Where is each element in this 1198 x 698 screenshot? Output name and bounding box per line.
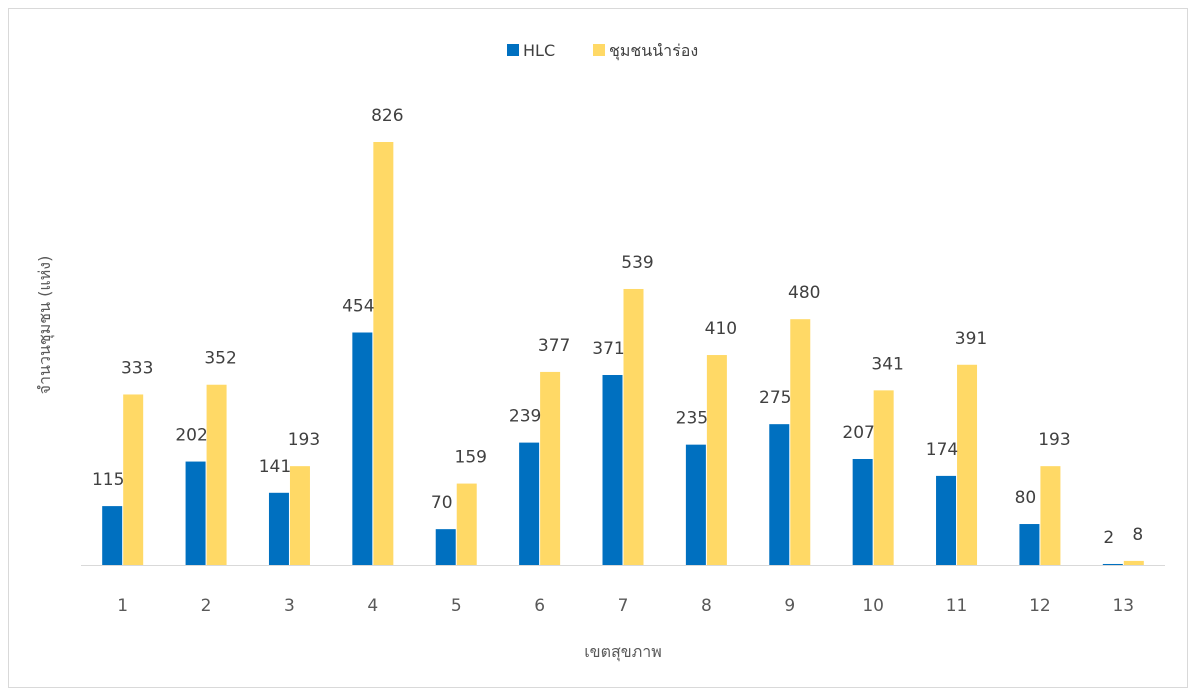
data-label-pilot-6: 377 xyxy=(538,336,570,356)
bar-hlc-6 xyxy=(519,443,539,565)
legend-swatch-hlc xyxy=(507,44,519,56)
x-tick-label-3: 3 xyxy=(284,596,295,616)
bar-hlc-12 xyxy=(1019,524,1039,565)
x-axis-title: เขตสุขภาพ xyxy=(584,642,662,662)
bar-pilot-2 xyxy=(207,385,227,565)
bar-hlc-11 xyxy=(936,476,956,565)
data-label-hlc-1: 115 xyxy=(92,470,124,490)
x-tick-label-12: 12 xyxy=(1029,596,1051,616)
bar-hlc-13 xyxy=(1103,564,1123,565)
data-label-pilot-5: 159 xyxy=(455,448,487,468)
bar-pilot-8 xyxy=(707,355,727,565)
data-label-hlc-4: 454 xyxy=(342,297,374,317)
bar-hlc-10 xyxy=(853,459,873,565)
data-label-pilot-8: 410 xyxy=(705,319,737,339)
legend: HLC ชุมชนนำร่อง xyxy=(507,41,698,61)
bar-pilot-4 xyxy=(373,142,393,565)
bar-pilot-9 xyxy=(790,319,810,565)
bar-pilot-3 xyxy=(290,466,310,565)
x-tick-label-6: 6 xyxy=(534,596,545,616)
bar-pilot-6 xyxy=(540,372,560,565)
data-label-hlc-8: 235 xyxy=(676,409,708,429)
data-label-pilot-2: 352 xyxy=(204,349,236,369)
bar-hlc-1 xyxy=(102,506,122,565)
data-label-hlc-12: 80 xyxy=(1015,488,1037,508)
legend-swatch-pilot xyxy=(593,44,605,56)
bar-hlc-9 xyxy=(769,424,789,565)
data-label-pilot-7: 539 xyxy=(621,253,653,273)
x-tick-label-10: 10 xyxy=(862,596,884,616)
data-label-hlc-9: 275 xyxy=(759,388,791,408)
bar-hlc-7 xyxy=(603,375,623,565)
legend-label-pilot: ชุมชนนำร่อง xyxy=(609,41,698,61)
x-tick-labels: 1 2 3 4 5 6 7 8 9 10 11 12 13 xyxy=(117,596,1134,616)
y-axis-title: จำนวนชุมชน (แห่ง) xyxy=(35,256,55,395)
x-tick-label-8: 8 xyxy=(701,596,712,616)
x-tick-label-13: 13 xyxy=(1112,596,1134,616)
data-label-hlc-7: 371 xyxy=(592,339,624,359)
data-label-hlc-10: 207 xyxy=(842,423,874,443)
x-tick-label-5: 5 xyxy=(451,596,462,616)
data-label-hlc-11: 174 xyxy=(926,440,958,460)
bar-hlc-2 xyxy=(186,462,206,565)
legend-label-hlc: HLC xyxy=(523,41,555,60)
x-tick-label-1: 1 xyxy=(117,596,128,616)
x-tick-label-4: 4 xyxy=(367,596,378,616)
bar-pilot-13 xyxy=(1124,561,1144,565)
data-label-pilot-10: 341 xyxy=(871,354,903,374)
bar-pilot-10 xyxy=(874,390,894,565)
data-label-pilot-13: 8 xyxy=(1132,525,1143,545)
data-label-pilot-3: 193 xyxy=(288,430,320,450)
data-label-hlc-5: 70 xyxy=(431,493,453,513)
x-tick-label-9: 9 xyxy=(784,596,795,616)
data-label-hlc-3: 141 xyxy=(259,457,291,477)
data-label-hlc-13: 2 xyxy=(1103,528,1114,548)
bar-pilot-1 xyxy=(123,394,143,565)
bar-hlc-4 xyxy=(352,333,372,565)
data-label-pilot-11: 391 xyxy=(955,329,987,349)
bar-pilot-11 xyxy=(957,365,977,565)
bar-hlc-5 xyxy=(436,529,456,565)
data-label-pilot-4: 826 xyxy=(371,106,403,126)
bar-pilot-7 xyxy=(624,289,644,565)
data-label-hlc-6: 239 xyxy=(509,407,541,427)
data-label-hlc-2: 202 xyxy=(175,426,207,446)
data-label-pilot-9: 480 xyxy=(788,283,820,303)
data-label-pilot-12: 193 xyxy=(1038,430,1070,450)
x-tick-label-11: 11 xyxy=(946,596,968,616)
x-tick-label-2: 2 xyxy=(201,596,212,616)
bar-pilot-5 xyxy=(457,484,477,565)
data-label-pilot-1: 333 xyxy=(121,358,153,378)
x-tick-label-7: 7 xyxy=(618,596,629,616)
bar-hlc-8 xyxy=(686,445,706,565)
bar-hlc-3 xyxy=(269,493,289,565)
bar-pilot-12 xyxy=(1040,466,1060,565)
